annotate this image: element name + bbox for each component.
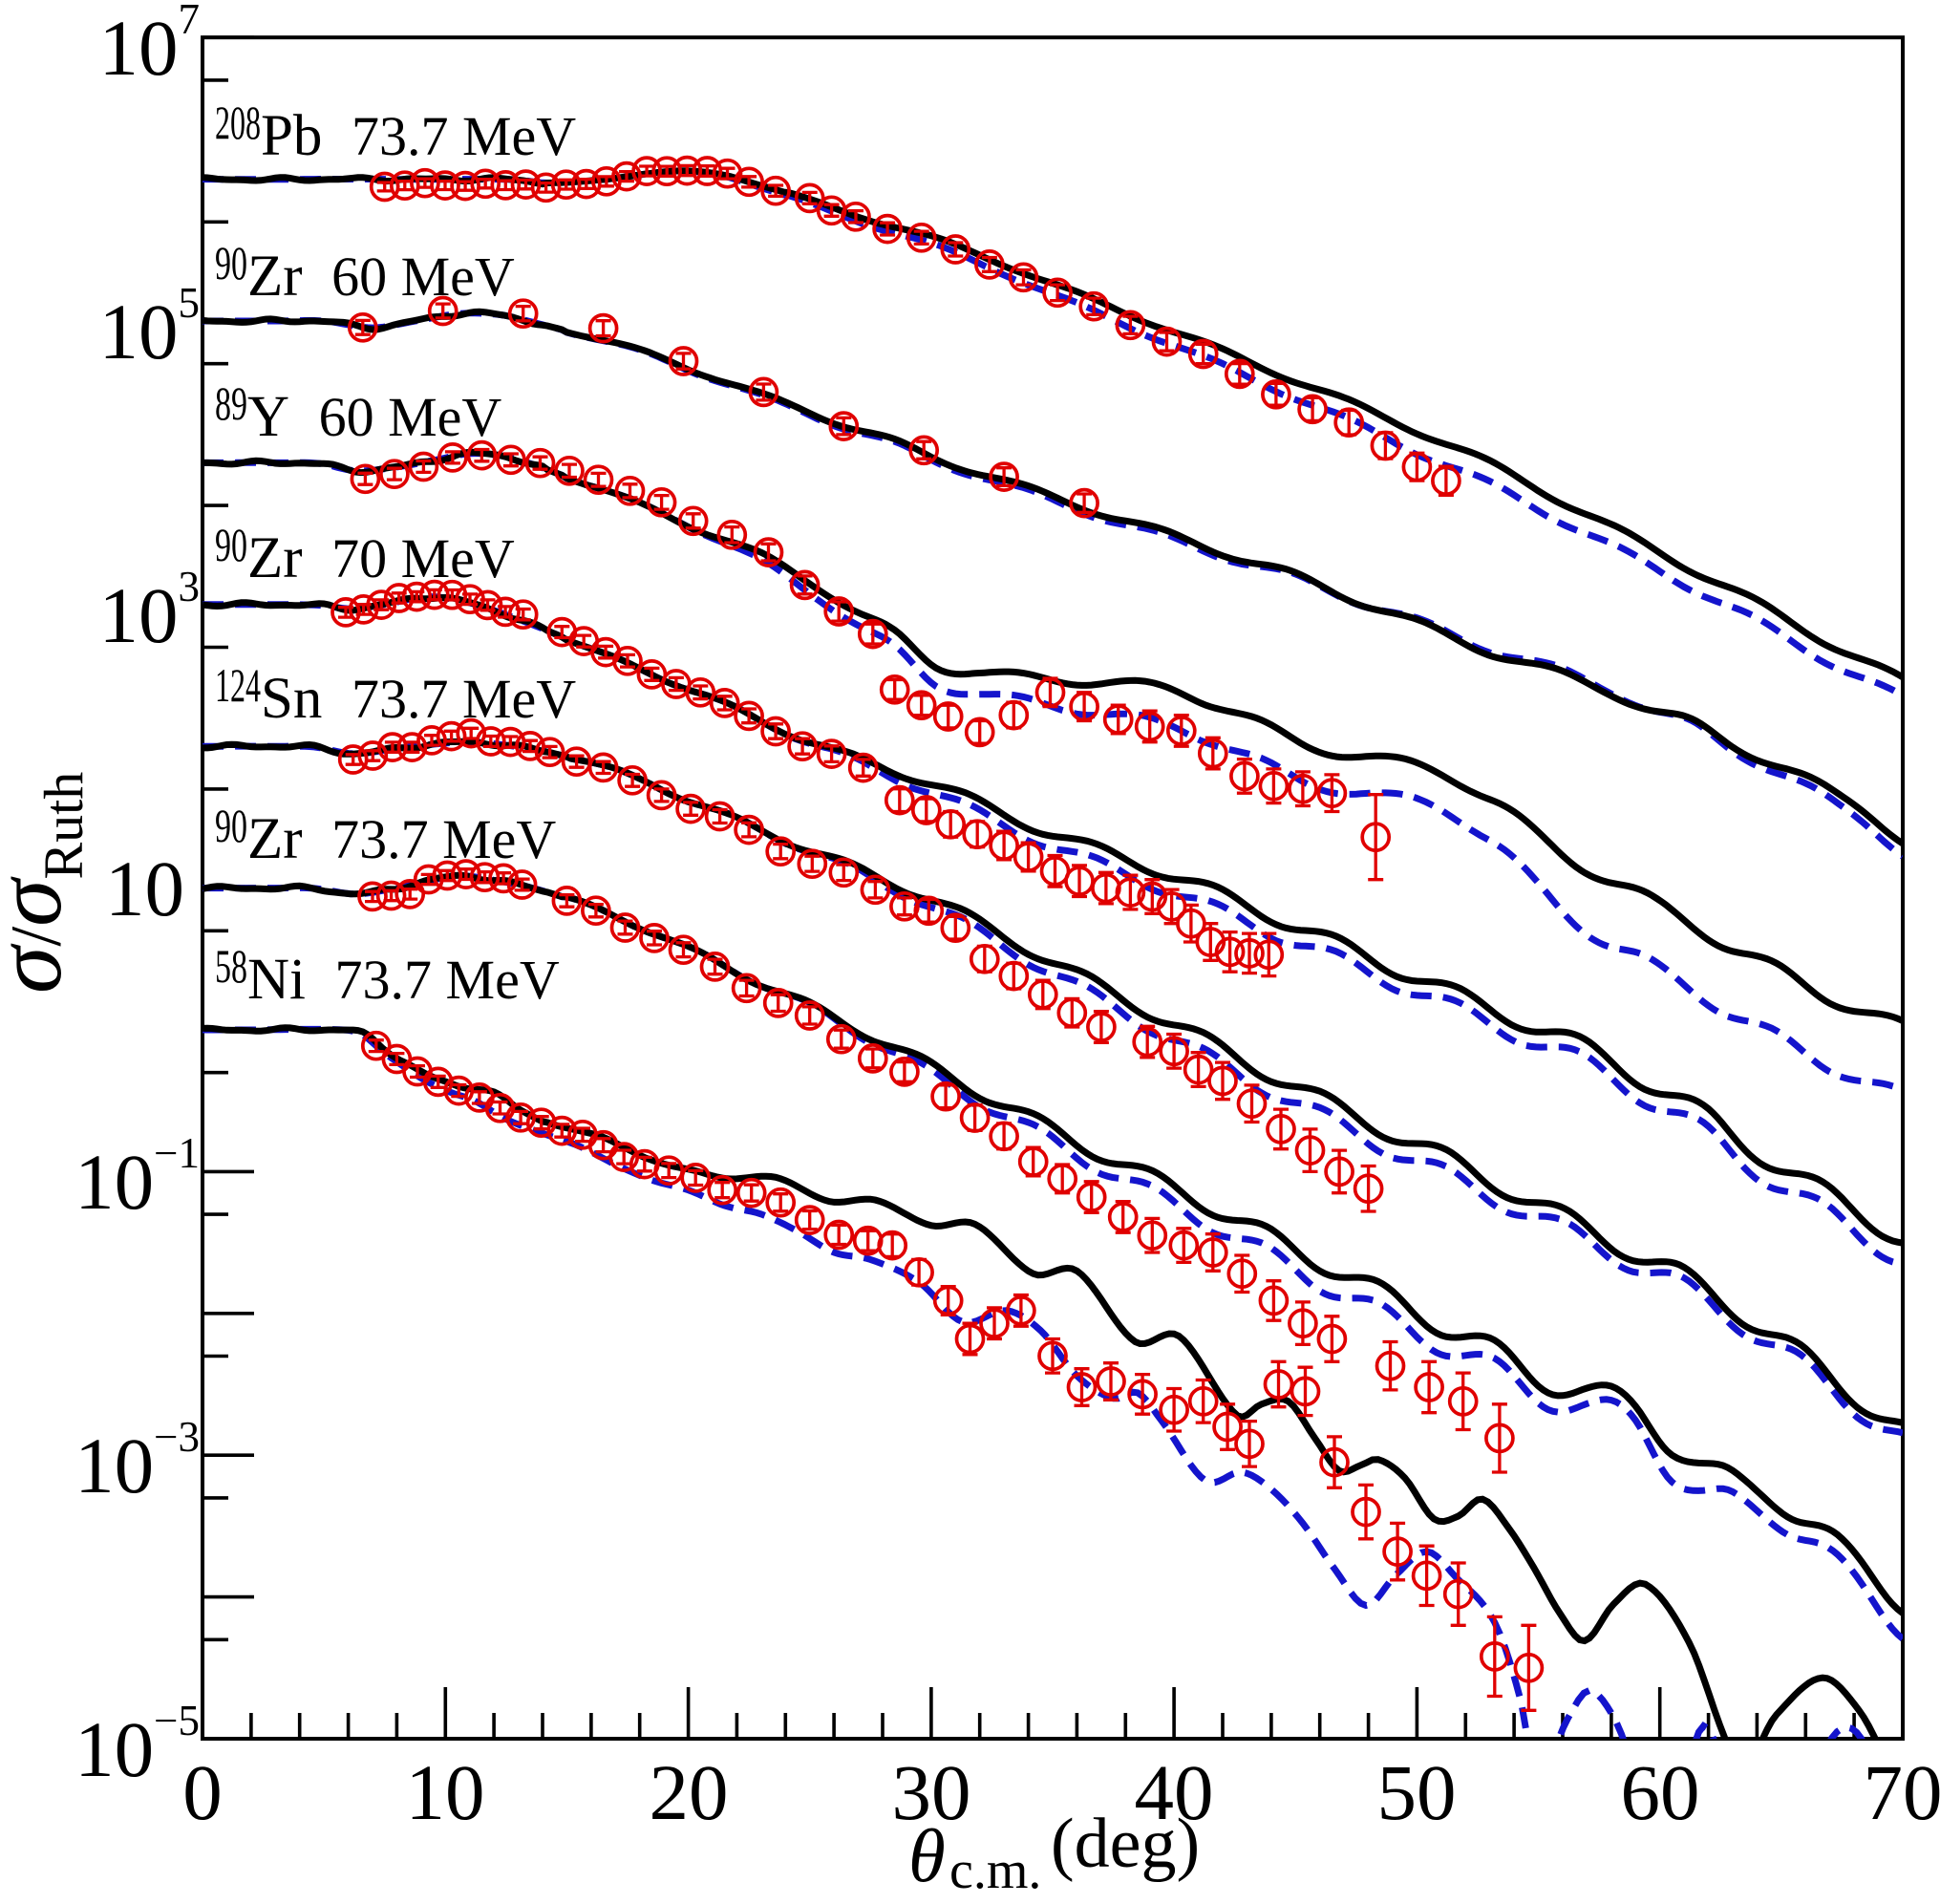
svg-text:10: 10 bbox=[105, 845, 184, 932]
svg-text:c.m.: c.m. bbox=[949, 1841, 1041, 1899]
svg-text:70: 70 bbox=[1864, 1748, 1940, 1836]
svg-text:60: 60 bbox=[1621, 1748, 1700, 1836]
svg-text:124Sn 73.7 MeV: 124Sn 73.7 MeV bbox=[215, 658, 576, 731]
svg-text:10: 10 bbox=[406, 1748, 485, 1836]
svg-text:(deg): (deg) bbox=[1051, 1805, 1200, 1883]
svg-text:0: 0 bbox=[182, 1748, 223, 1836]
svg-text:20: 20 bbox=[650, 1748, 729, 1836]
svg-text:50: 50 bbox=[1377, 1748, 1457, 1836]
svg-text:208Pb 73.7 MeV: 208Pb 73.7 MeV bbox=[215, 96, 576, 168]
svg-text:90Zr 73.7 MeV: 90Zr 73.7 MeV bbox=[215, 799, 556, 871]
svg-text:58Ni 73.7 MeV: 58Ni 73.7 MeV bbox=[215, 939, 560, 1012]
svg-text:θ: θ bbox=[908, 1815, 946, 1898]
svg-text:90Zr 70 MeV: 90Zr 70 MeV bbox=[215, 518, 515, 590]
svg-text:89Y 60 MeV: 89Y 60 MeV bbox=[215, 376, 501, 449]
svg-text:90Zr 60 MeV: 90Zr 60 MeV bbox=[215, 236, 515, 309]
